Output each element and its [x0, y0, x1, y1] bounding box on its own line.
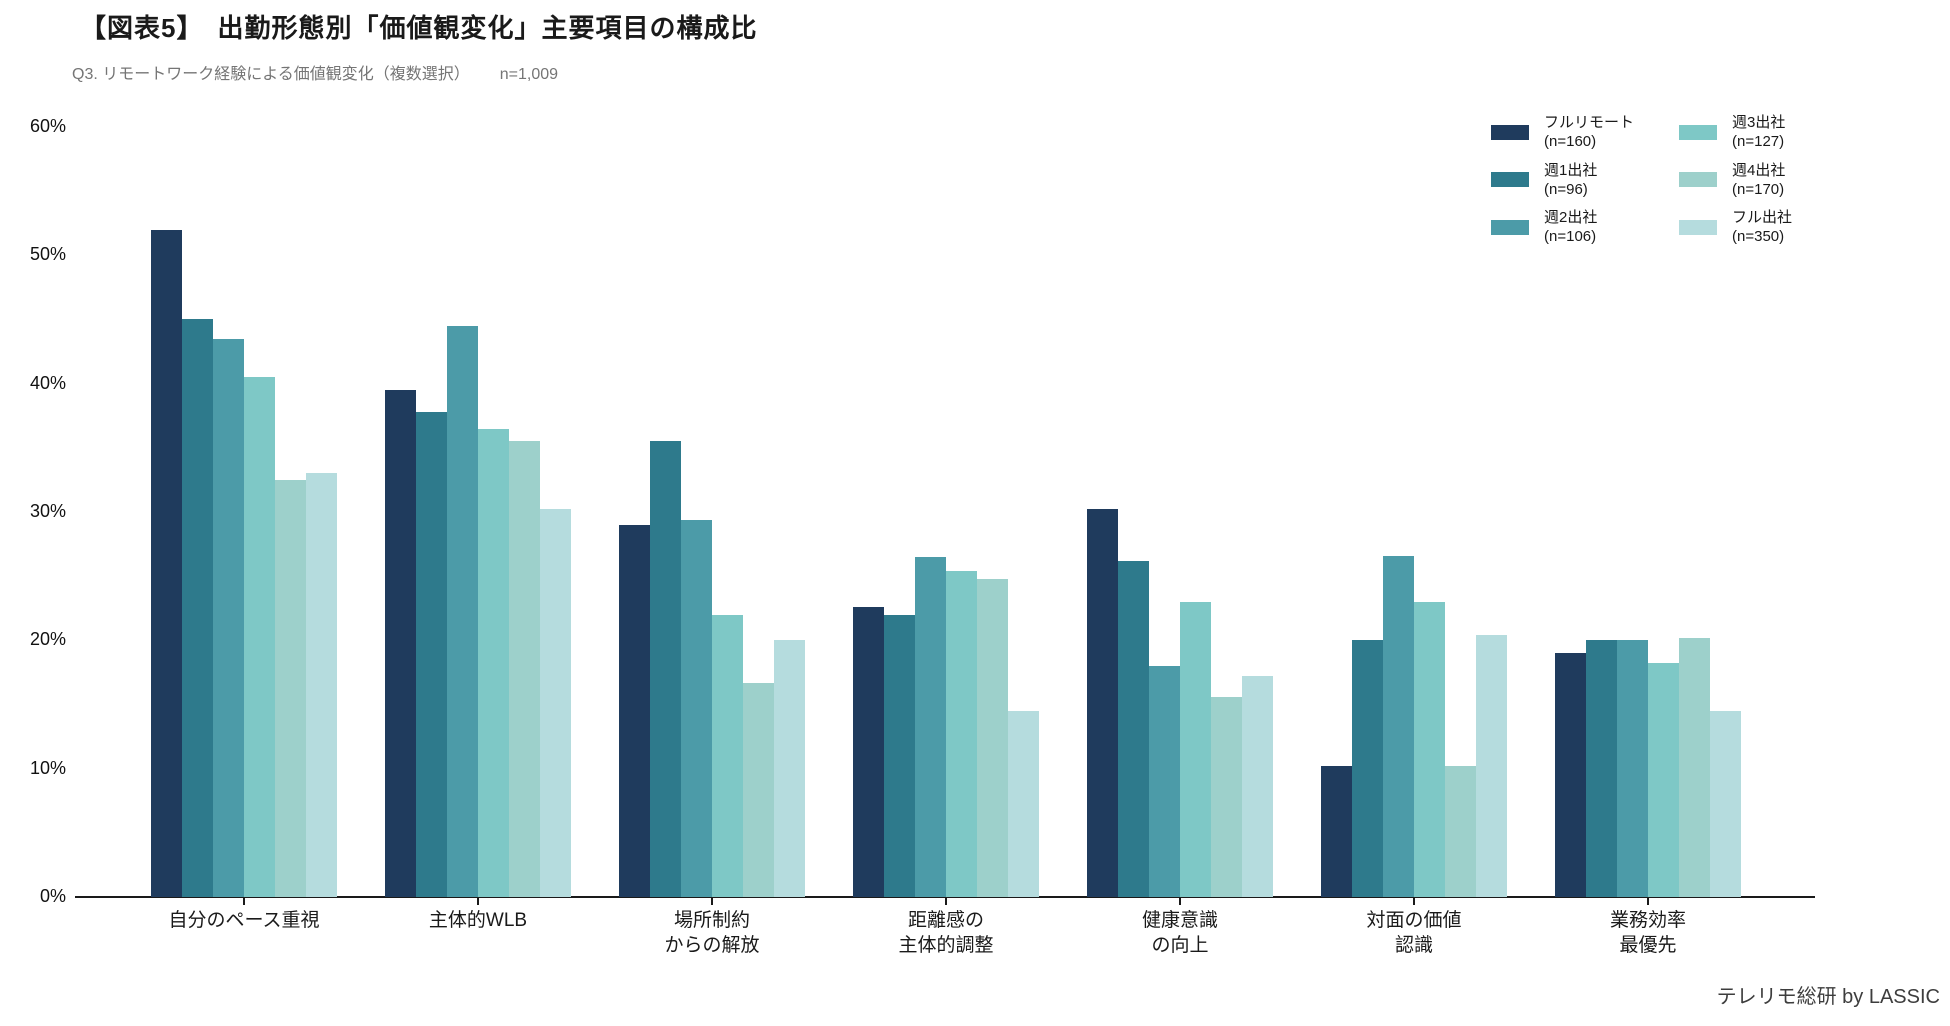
bar-s0-c6 [1555, 653, 1586, 897]
y-axis-tick-label: 30% [29, 501, 66, 521]
bar-s5-c1 [540, 509, 571, 897]
bar-s2-c5 [1383, 556, 1414, 897]
legend-label: フルリモート (n=160) [1544, 114, 1635, 150]
bar-s2-c0 [213, 339, 244, 897]
footer-credit: テレリモ総研 by LASSIC [1716, 986, 1940, 1008]
x-axis-tick [477, 898, 479, 905]
legend-item: 週1出社 (n=96) [1491, 158, 1597, 202]
page-title: 【図表5】 出勤形態別「価値観変化」主要項目の構成比 [80, 13, 758, 43]
bar-s0-c5 [1321, 766, 1352, 897]
x-axis-tick [1647, 898, 1649, 905]
legend-item: フル出社 (n=350) [1679, 205, 1792, 249]
bar-s3-c3 [946, 571, 977, 897]
x-axis-tick [945, 898, 947, 905]
y-axis-tick-label: 10% [29, 757, 66, 778]
bar-s4-c2 [743, 683, 774, 897]
bar-s0-c1 [385, 390, 416, 897]
x-axis-line [75, 896, 1815, 898]
legend-swatch [1491, 172, 1529, 187]
bar-s1-c2 [650, 441, 681, 897]
y-axis-tick-label: 20% [29, 629, 66, 650]
legend-label: フル出社 (n=350) [1732, 209, 1793, 245]
bar-s1-c0 [182, 319, 213, 897]
legend-item: フルリモート (n=160) [1491, 110, 1634, 154]
bar-s3-c2 [712, 615, 743, 897]
legend-label: 週1出社 (n=96) [1544, 161, 1598, 198]
bar-s4-c3 [977, 579, 1008, 897]
y-axis-tick-label: 40% [29, 372, 66, 393]
legend-swatch [1679, 124, 1717, 140]
legend-label: 週2出社 (n=106) [1544, 209, 1598, 245]
bar-s4-c0 [275, 480, 306, 897]
legend-swatch [1679, 219, 1717, 235]
legend-label: 週3出社 (n=127) [1732, 114, 1786, 150]
bar-s2-c6 [1617, 640, 1648, 897]
bar-s3-c4 [1180, 602, 1211, 897]
bar-s5-c5 [1476, 635, 1507, 897]
bar-s3-c6 [1648, 663, 1679, 897]
bar-s0-c4 [1087, 509, 1118, 897]
legend-item: 週4出社 (n=170) [1679, 158, 1785, 202]
bar-s2-c3 [915, 557, 946, 897]
x-axis-tick [1179, 898, 1181, 905]
y-axis-tick-label: 0% [39, 886, 66, 906]
bar-s3-c5 [1414, 602, 1445, 897]
bar-s5-c6 [1710, 711, 1741, 897]
bar-s0-c0 [151, 230, 182, 897]
legend-swatch [1491, 124, 1529, 140]
bar-s0-c3 [853, 607, 884, 897]
bar-s1-c1 [416, 412, 447, 897]
bar-s2-c2 [681, 520, 712, 897]
x-axis-tick [243, 898, 245, 905]
category-label: 健康意識 の向上 [1141, 910, 1218, 956]
subtitle-question: Q3. リモートワーク経験による価値観変化（複数選択） [72, 66, 470, 83]
x-axis-tick [1413, 898, 1415, 905]
bar-s5-c3 [1008, 711, 1039, 897]
y-axis-tick-label: 60% [29, 116, 66, 136]
bar-s5-c4 [1242, 676, 1273, 897]
bar-s4-c6 [1679, 638, 1710, 897]
category-label: 自分のペース重視 [168, 910, 320, 931]
category-label: 業務効率 最優先 [1609, 910, 1686, 956]
bar-s1-c4 [1118, 561, 1149, 897]
bar-s5-c0 [306, 473, 337, 897]
category-label: 対面の価値 認識 [1366, 910, 1462, 956]
legend-label: 週4出社 (n=170) [1732, 161, 1786, 198]
bar-s4-c4 [1211, 697, 1242, 897]
category-label: 距離感の 主体的調整 [898, 910, 994, 956]
bar-s2-c4 [1149, 666, 1180, 897]
chart-subtitle: Q3. リモートワーク経験による価値観変化（複数選択） n=1,009 [72, 60, 558, 84]
bar-s1-c6 [1586, 640, 1617, 897]
bar-s0-c2 [619, 525, 650, 897]
y-axis-tick-label: 50% [29, 244, 66, 265]
legend-swatch [1491, 219, 1529, 235]
legend-item: 週2出社 (n=106) [1491, 205, 1597, 249]
bar-s4-c5 [1445, 766, 1476, 897]
bar-s2-c1 [447, 326, 478, 897]
legend-item: 週3出社 (n=127) [1679, 110, 1785, 154]
bar-s3-c0 [244, 377, 275, 897]
legend: フルリモート (n=160) 週1出社 (n=96) 週2出社 (n=106) 週3出… [1491, 110, 1891, 260]
legend-swatch [1679, 172, 1717, 187]
bar-s1-c5 [1352, 640, 1383, 897]
bar-s3-c1 [478, 429, 509, 897]
bar-s1-c3 [884, 615, 915, 897]
bar-s4-c1 [509, 441, 540, 897]
category-label: 主体的WLB [428, 910, 528, 931]
subtitle-sample-size: n=1,009 [499, 66, 559, 83]
category-label: 場所制約 からの解放 [664, 910, 760, 956]
bar-s5-c2 [774, 640, 805, 897]
x-axis-tick [711, 898, 713, 905]
